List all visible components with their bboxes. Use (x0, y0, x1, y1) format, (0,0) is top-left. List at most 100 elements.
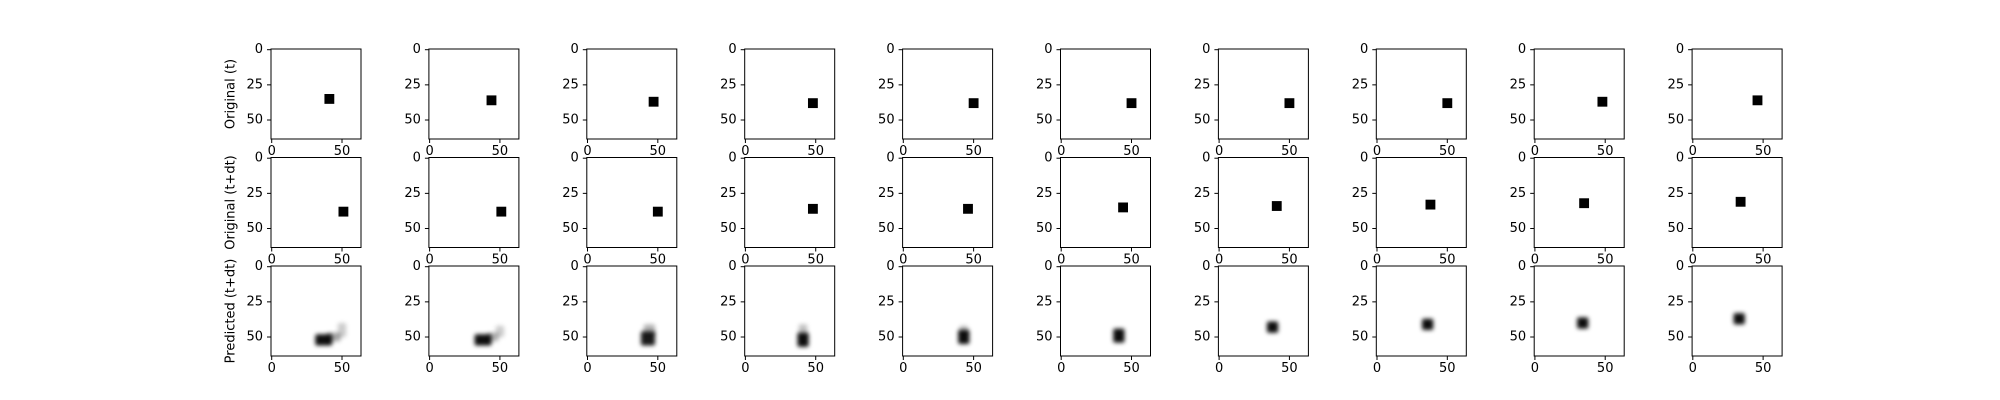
panel-r2-c6: 0 25 50 0 50 (1194, 259, 1309, 376)
square-marker (807, 98, 818, 109)
panel-r0-c2: 0 25 50 0 50 (562, 42, 678, 159)
panel-background (586, 49, 677, 139)
y-tick-label: 0 (1676, 42, 1684, 57)
x-tick-label: 0 (1531, 361, 1539, 376)
x-tick-label: 50 (1281, 253, 1298, 268)
x-tick-label: 50 (334, 253, 351, 268)
x-tick-label: 0 (1531, 144, 1539, 159)
x-tick-label: 0 (1531, 253, 1539, 268)
y-tick-label: 25 (1510, 294, 1527, 309)
square-marker (652, 206, 663, 217)
panel-r2-c1: 0 25 50 0 50 (404, 259, 520, 376)
y-tick-label: 0 (1518, 42, 1526, 57)
y-tick-label: 0 (1676, 259, 1684, 274)
y-tick-label: 0 (1202, 259, 1210, 274)
y-tick-label: 0 (728, 42, 736, 57)
y-tick-label: 50 (246, 113, 263, 128)
y-tick-label: 50 (1194, 221, 1211, 236)
y-tick-label: 50 (1510, 330, 1527, 345)
x-tick-label: 0 (899, 253, 907, 268)
square-marker (648, 96, 659, 107)
y-tick-label: 25 (1668, 186, 1685, 201)
panel-background (1218, 49, 1309, 139)
x-tick-label: 50 (1597, 253, 1614, 268)
x-tick-label: 0 (268, 253, 276, 268)
predicted-blob (798, 324, 808, 336)
panel-frame (586, 48, 678, 140)
y-tick-label: 0 (413, 151, 421, 166)
x-tick-label: 50 (807, 361, 824, 376)
y-tick-label: 0 (1360, 151, 1368, 166)
square-marker (1735, 196, 1746, 207)
panel-frame (1217, 48, 1309, 140)
panel-r1-c4: 0 25 50 0 50 (878, 151, 994, 268)
panel-frame (270, 265, 362, 357)
x-tick-label: 50 (807, 253, 824, 268)
x-tick-label: 50 (650, 361, 667, 376)
panel-background (1060, 266, 1151, 356)
y-tick-label: 0 (255, 42, 263, 57)
predicted-blob (495, 325, 505, 338)
y-tick-label: 50 (404, 330, 421, 345)
y-tick-label: 0 (728, 259, 736, 274)
panel-r0-c6: 0 25 50 0 50 (1194, 42, 1309, 159)
y-tick-label: 25 (878, 186, 895, 201)
predicted-blob (1113, 328, 1125, 343)
y-tick-label: 25 (720, 294, 737, 309)
y-tick-label: 25 (878, 294, 895, 309)
y-tick-label: 0 (1518, 151, 1526, 166)
x-tick-label: 50 (650, 144, 667, 159)
x-tick-label: 50 (1123, 361, 1140, 376)
x-tick-label: 0 (268, 361, 276, 376)
x-tick-label: 50 (1755, 361, 1772, 376)
panel-frame (1533, 157, 1625, 248)
panel-frame (1375, 157, 1467, 248)
y-tick-label: 50 (1510, 221, 1527, 236)
x-tick-label: 50 (492, 361, 509, 376)
x-tick-label: 50 (650, 253, 667, 268)
y-tick-label: 50 (878, 221, 895, 236)
y-tick-label: 50 (562, 221, 579, 236)
square-marker (324, 94, 335, 104)
y-tick-label: 25 (1352, 186, 1369, 201)
x-tick-label: 0 (741, 361, 749, 376)
panel-background (1692, 266, 1783, 356)
panel-r2-c9: 0 25 50 0 50 (1668, 259, 1783, 376)
panel-background (1060, 49, 1151, 139)
y-tick-label: 25 (1036, 294, 1053, 309)
panel-frame (1060, 157, 1151, 248)
x-tick-label: 0 (1215, 253, 1223, 268)
x-tick-label: 0 (1373, 361, 1381, 376)
square-marker (968, 98, 979, 109)
square-marker (1752, 95, 1763, 106)
panel-background (902, 266, 993, 356)
x-tick-label: 0 (583, 144, 591, 159)
panel-r0-c9: 0 25 50 0 50 (1668, 42, 1783, 159)
x-tick-label: 0 (425, 253, 433, 268)
x-tick-label: 0 (425, 361, 433, 376)
panel-frame (428, 265, 520, 357)
y-tick-label: 0 (571, 42, 579, 57)
panel-background (428, 266, 519, 356)
predicted-blob (1422, 318, 1434, 330)
panel-background (428, 157, 519, 248)
panel-frame (1217, 157, 1309, 248)
x-tick-label: 50 (1597, 144, 1614, 159)
y-tick-label: 0 (1202, 42, 1210, 57)
y-tick-label: 25 (878, 77, 895, 92)
y-tick-label: 50 (1352, 221, 1369, 236)
y-tick-label: 25 (404, 294, 421, 309)
panel-r0-c0: 0 25 50 0 50 (246, 42, 362, 159)
y-tick-label: 0 (413, 42, 421, 57)
panel-r1-c2: 0 25 50 0 50 (562, 151, 678, 268)
panel-r2-c7: 0 25 50 0 50 (1352, 259, 1467, 376)
panel-r2-c8: 0 25 50 0 50 (1510, 259, 1625, 376)
x-tick-label: 50 (1597, 361, 1614, 376)
y-tick-label: 25 (1194, 294, 1211, 309)
panel-background (586, 266, 677, 356)
panel-frame (1691, 265, 1783, 357)
panel-frame (428, 48, 520, 140)
y-tick-label: 50 (720, 330, 737, 345)
y-tick-label: 50 (1036, 221, 1053, 236)
y-tick-label: 0 (571, 151, 579, 166)
